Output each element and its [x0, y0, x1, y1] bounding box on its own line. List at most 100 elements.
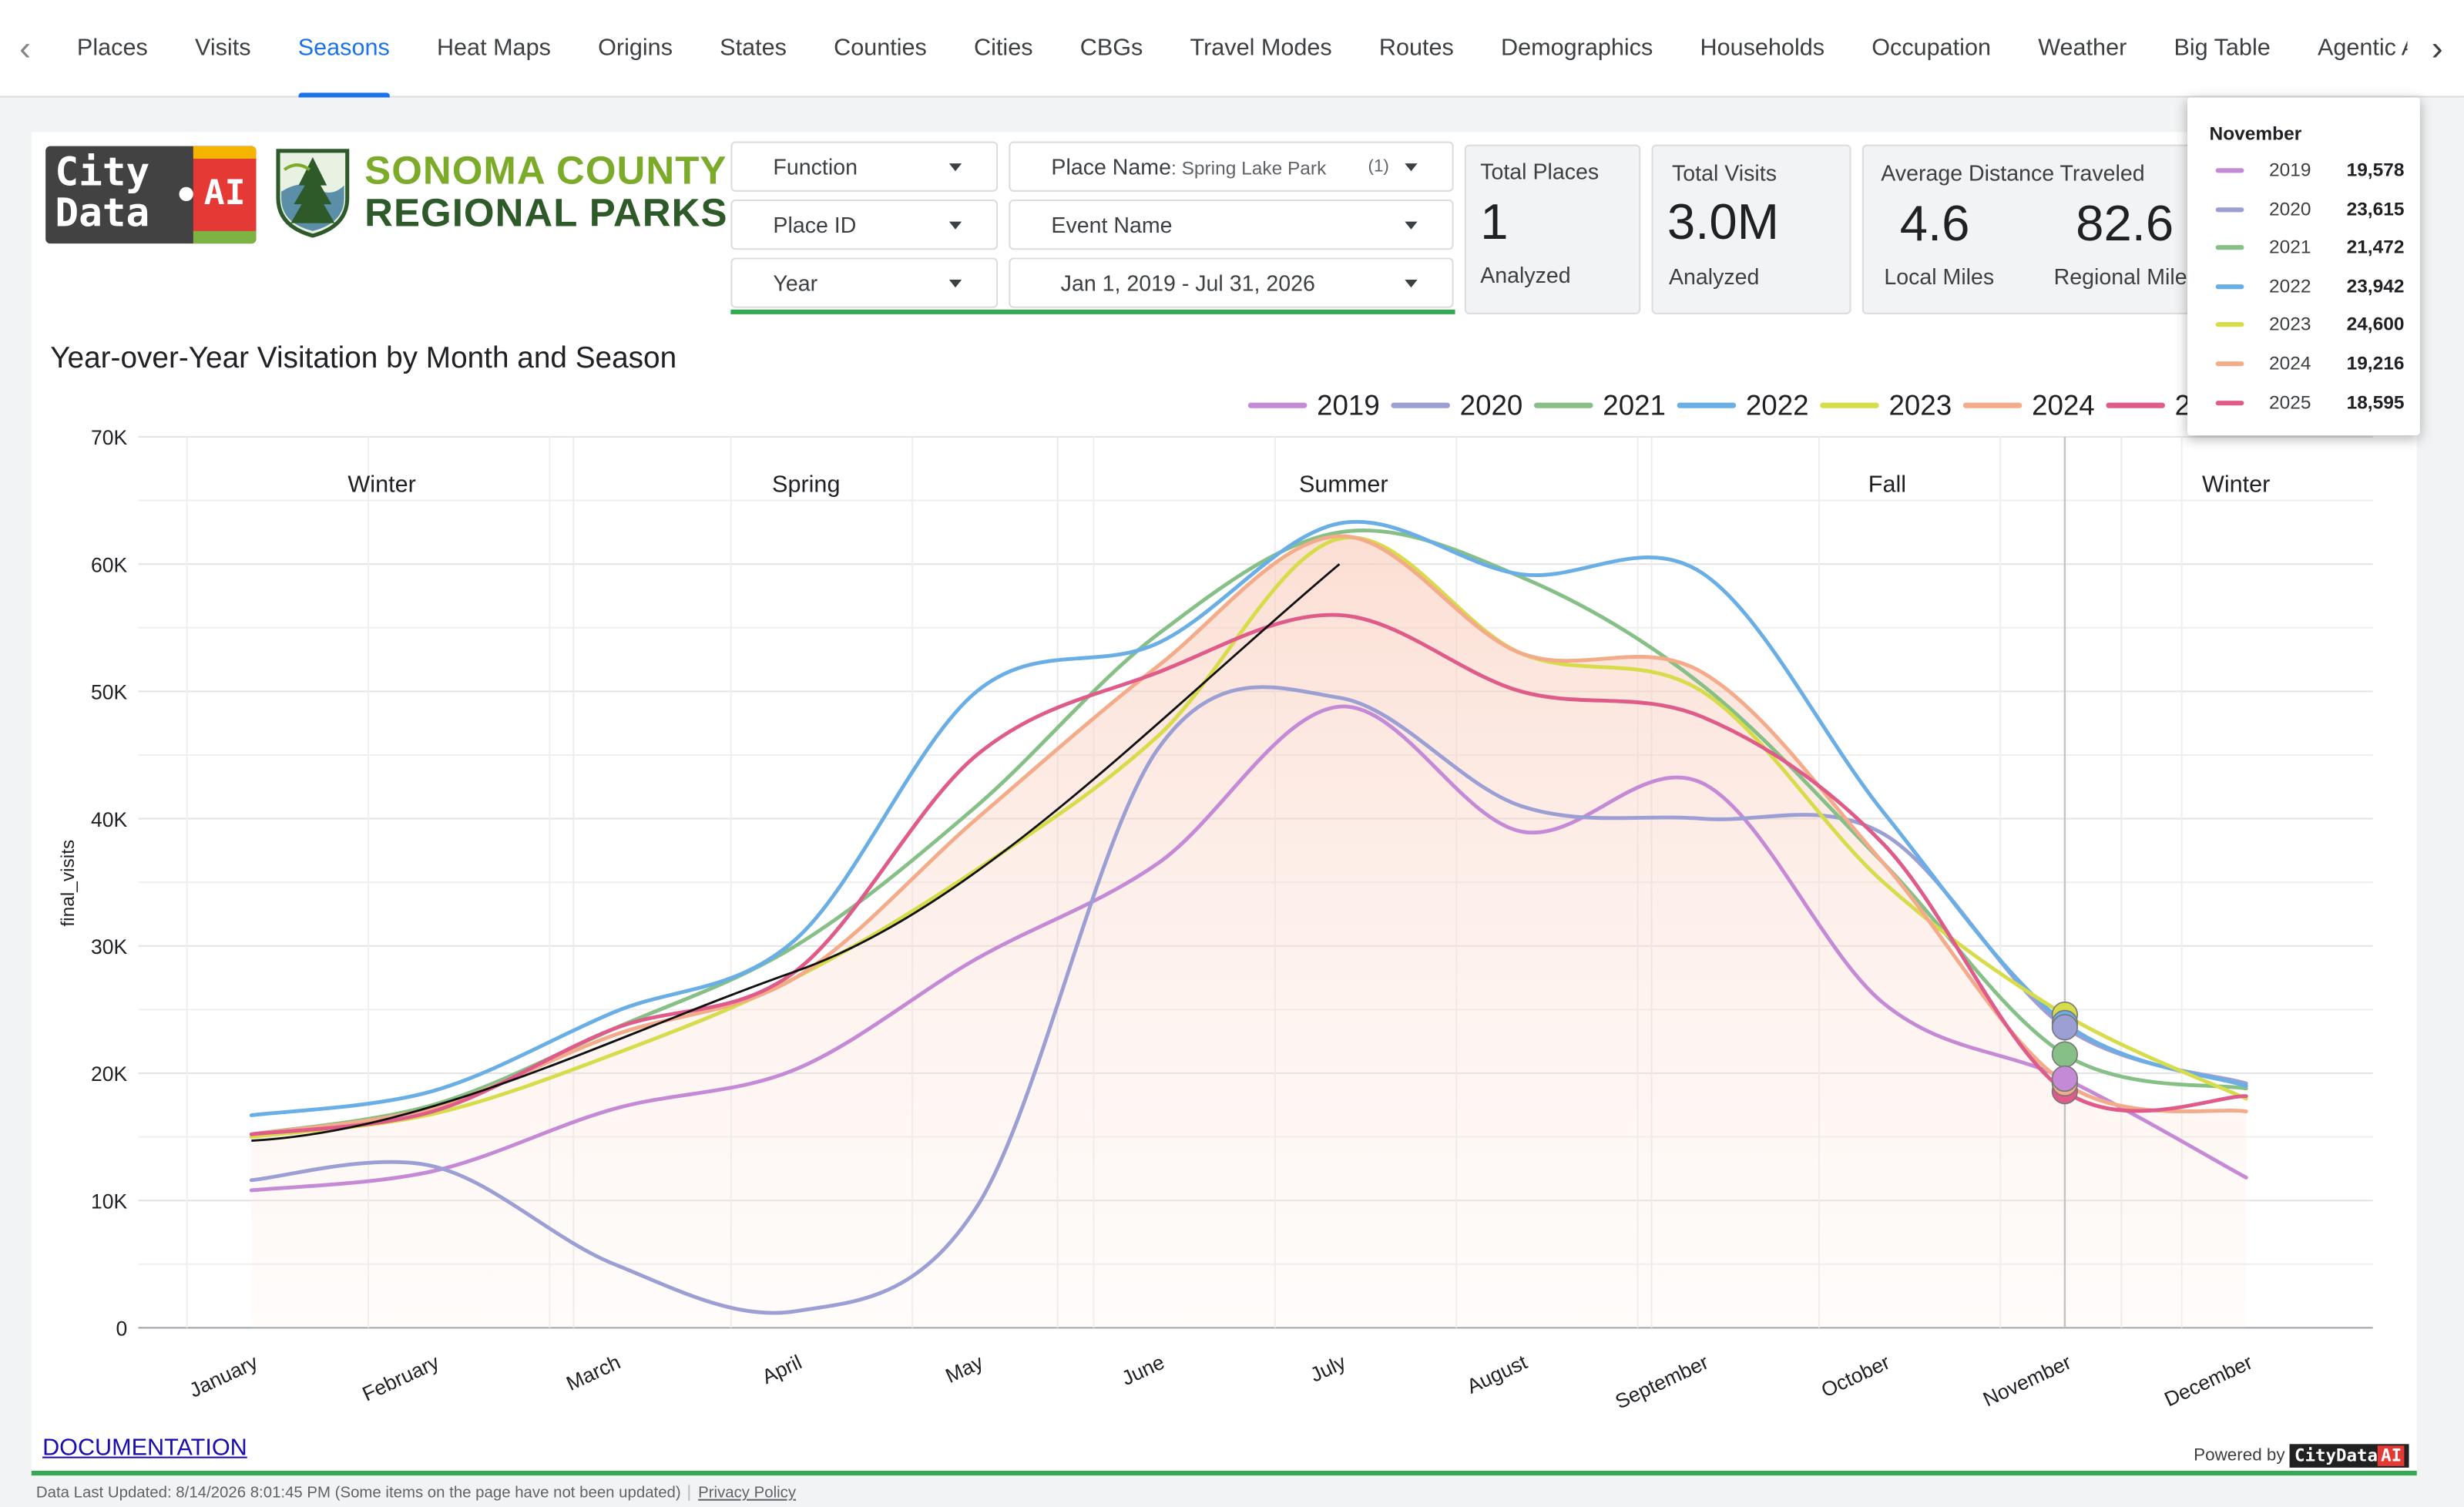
season-label: Fall [1868, 471, 1906, 497]
series-swatch [2215, 284, 2244, 289]
place-name-filter-label: Place Name [1051, 153, 1171, 180]
tab-bar: Places Visits Seasons Heat Maps Origins State… [53, 0, 2408, 98]
event-name-filter-label: Event Name [1051, 212, 1173, 237]
place-name-filter[interactable]: Place Name: Spring Lake Park (1) [1009, 141, 1454, 192]
x-tick-label: May [942, 1350, 987, 1388]
data-point-2019[interactable] [2051, 1065, 2079, 1092]
series-line-2022[interactable] [249, 519, 2248, 1117]
footer-separator [688, 1485, 690, 1502]
y-axis-label: final_visits [58, 840, 79, 927]
tab-big-table[interactable]: Big Table [2174, 34, 2271, 62]
tab-places[interactable]: Places [76, 34, 148, 62]
tooltip-row: 2025 18,595 [2215, 389, 2405, 415]
tab-heat-maps[interactable]: Heat Maps [436, 34, 551, 62]
tooltip-row: 2022 23,942 [2215, 273, 2405, 298]
local-miles-label: Local Miles [1884, 263, 1995, 290]
tab-occupation[interactable]: Occupation [1871, 34, 1992, 62]
series-line-2023[interactable] [249, 535, 2248, 1139]
series-line-2024[interactable] [249, 534, 2248, 1136]
data-point-2020[interactable] [2051, 1014, 2079, 1041]
tab-cities[interactable]: Cities [974, 34, 1033, 62]
y-tick-label: 60K [91, 553, 127, 576]
function-filter-label: Function [773, 153, 858, 180]
series-line-2025[interactable] [249, 613, 2248, 1136]
function-filter[interactable]: Function [730, 141, 999, 192]
chevron-left-icon[interactable]: ‹ [19, 28, 32, 68]
tab-counties[interactable]: Counties [834, 34, 927, 62]
place-name-filter-value: : Spring Lake Park [1170, 156, 1327, 180]
place-id-filter-label: Place ID [773, 212, 857, 237]
date-range-value: Jan 1, 2019 - Jul 31, 2026 [1060, 270, 1315, 296]
tooltip-row: 2021 21,472 [2215, 234, 2404, 260]
series-line-2020[interactable] [249, 685, 2248, 1315]
y-tick-label: 50K [91, 681, 127, 704]
privacy-policy-link[interactable]: Privacy Policy [698, 1485, 797, 1502]
documentation-link[interactable]: DOCUMENTATION [42, 1435, 247, 1462]
park-name-line1: SONOMA COUNTY [364, 149, 727, 193]
regional-miles-value: 82.6 [2076, 194, 2174, 252]
tab-households[interactable]: Households [1700, 34, 1825, 62]
tooltip-row: 2024 19,216 [2215, 351, 2404, 376]
tab-seasons[interactable]: Seasons [274, 0, 413, 98]
event-name-filter[interactable]: Event Name [1009, 200, 1454, 250]
season-label: Summer [1299, 471, 1388, 497]
series-swatch [2215, 361, 2244, 367]
tooltip-value: 18,595 [2346, 391, 2405, 413]
y-tick-label: 30K [91, 935, 127, 958]
local-miles-value: 4.6 [1899, 194, 1970, 252]
tab-states[interactable]: States [720, 34, 787, 62]
tab-agentic-ai[interactable]: Agentic AI [2317, 34, 2408, 62]
season-label: Spring [772, 471, 840, 497]
tooltip-row: 2023 24,600 [2215, 312, 2404, 337]
chevron-right-icon[interactable]: › [2431, 28, 2443, 68]
legend-label: 2023 [1888, 389, 1952, 421]
tab-routes[interactable]: Routes [1378, 34, 1454, 62]
season-label: Winter [347, 471, 415, 497]
powered-badge-text: CityData [2294, 1445, 2378, 1466]
x-tick-label: February [359, 1350, 443, 1405]
tab-cbgs[interactable]: CBGs [1079, 34, 1143, 62]
tooltip-year: 2023 [2269, 313, 2311, 336]
year-filter[interactable]: Year [730, 257, 999, 308]
distance-scorecard: Average Distance Traveled 4.6 Local Mile… [1861, 144, 2198, 314]
page-footer: Data Last Updated: 8/14/2026 8:01:45 PM … [36, 1485, 796, 1502]
total-places-sub: Analyzed [1480, 262, 1571, 288]
visitation-line-chart[interactable]: 0 10K 20K 30K 40K 50K 60K 70K Winter Spring Summer… [32, 384, 2417, 1421]
tooltip-year: 2022 [2269, 274, 2311, 297]
y-tick-label: 20K [91, 1062, 127, 1086]
park-name-line2: REGIONAL PARKS [364, 191, 728, 236]
tooltip-value: 23,942 [2346, 274, 2405, 297]
tab-travel-modes[interactable]: Travel Modes [1190, 34, 1332, 62]
total-places-scorecard: Total Places 1 Analyzed [1464, 144, 1641, 314]
data-point-2021[interactable] [2051, 1041, 2079, 1068]
y-tick-label: 10K [91, 1190, 127, 1213]
regional-miles-label: Regional Miles [2053, 263, 2198, 290]
series-line-2019[interactable] [249, 704, 2248, 1193]
place-id-filter[interactable]: Place ID [730, 200, 999, 250]
park-name: SONOMA COUNTY REGIONAL PARKS [364, 149, 728, 236]
tab-origins[interactable]: Origins [598, 34, 673, 62]
date-range-filter[interactable]: Jan 1, 2019 - Jul 31, 2026 [1009, 257, 1454, 308]
total-visits-label: Total Visits [1672, 160, 1778, 186]
tab-visits[interactable]: Visits [194, 34, 251, 62]
tab-weather[interactable]: Weather [2038, 34, 2127, 62]
powered-by: Powered by CityData AI [2194, 1444, 2410, 1468]
y-tick-label: 0 [116, 1317, 127, 1341]
chart-tooltip: November 2019 19,578 2020 23,615 2021 21,472 2… [2187, 97, 2420, 435]
dropdown-arrow-icon [948, 280, 962, 288]
total-visits-sub: Analyzed [1668, 263, 1760, 290]
powered-by-badge: CityData AI [2289, 1444, 2410, 1468]
tab-demographics[interactable]: Demographics [1501, 34, 1653, 62]
trendline [251, 563, 1341, 1142]
x-tick-label: April [758, 1351, 805, 1389]
dropdown-arrow-icon [948, 221, 962, 230]
dropdown-arrow-icon [948, 163, 962, 172]
x-tick-label: December [2161, 1351, 2257, 1411]
x-tick-label: June [1118, 1351, 1168, 1390]
series-swatch [2215, 206, 2244, 212]
tooltip-year: 2021 [2269, 236, 2311, 258]
y-tick-label: 40K [91, 808, 127, 831]
legend-label: 2019 [1317, 389, 1380, 421]
x-tick-label: October [1818, 1351, 1893, 1402]
